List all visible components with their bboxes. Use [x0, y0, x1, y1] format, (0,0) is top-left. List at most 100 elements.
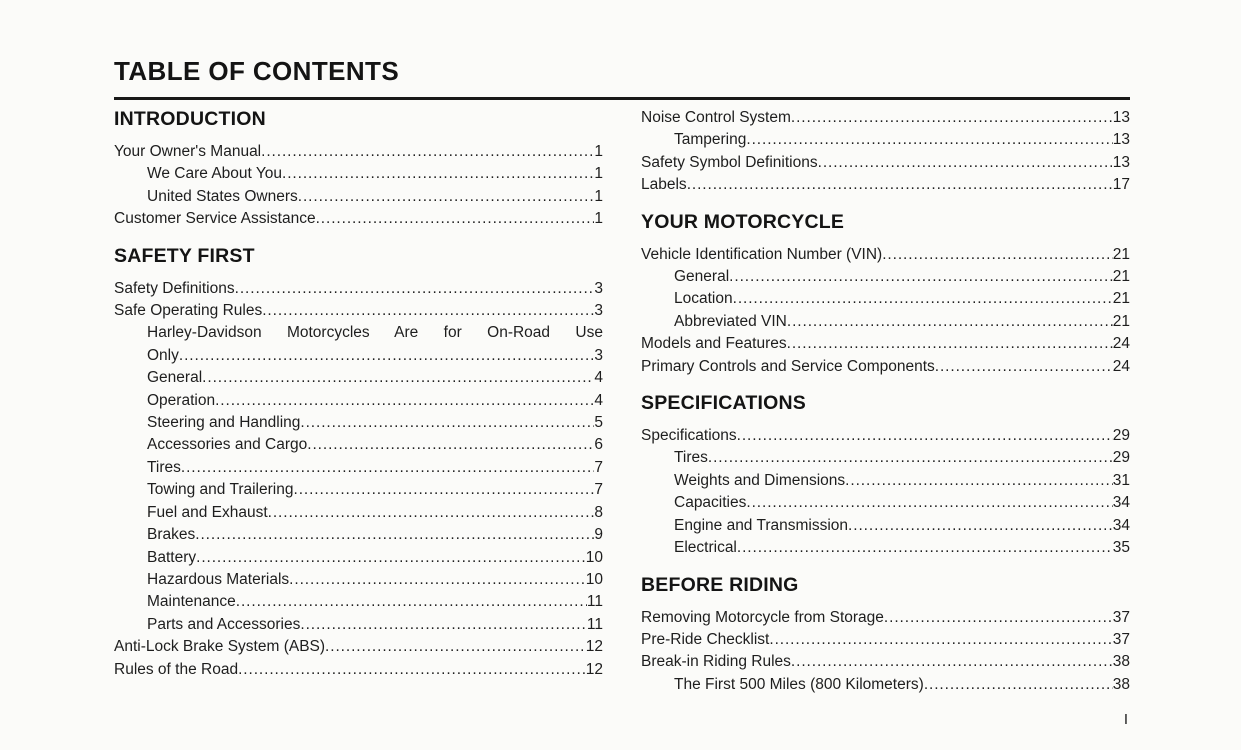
toc-entry: Break-in Riding Rules...................… — [641, 651, 1130, 673]
toc-page-number: 11 — [586, 615, 603, 633]
toc-entry: Tampering...............................… — [641, 129, 1130, 151]
toc-page-number: 7 — [594, 458, 603, 476]
toc-entry-label: Safety Definitions — [114, 279, 235, 297]
toc-entry: Vehicle Identification Number (VIN).....… — [641, 244, 1130, 266]
toc-entry: Engine and Transmission.................… — [641, 515, 1130, 537]
toc-page-number: 13 — [1112, 153, 1130, 171]
toc-entry-label: Steering and Handling — [147, 414, 301, 432]
toc-section: YOUR MOTORCYCLE Vehicle Identification Nu… — [641, 210, 1130, 378]
dot-leader: ........................................… — [307, 436, 594, 454]
toc-entry: Noise Control System....................… — [641, 107, 1130, 129]
toc-page-number: 38 — [1112, 675, 1130, 693]
toc-page-number: 34 — [1112, 494, 1130, 512]
toc-entry: Operation...............................… — [114, 390, 603, 412]
toc-page-number: 13 — [1112, 109, 1130, 126]
toc-entry-label: Vehicle Identification Number (VIN) — [641, 245, 883, 263]
toc-entry: United States Owners....................… — [114, 186, 603, 208]
dot-leader: ........................................… — [882, 245, 1113, 263]
toc-entry-label: Labels — [641, 176, 687, 194]
toc-entry-label: Break-in Riding Rules — [641, 653, 791, 671]
toc-entry-label: Tampering — [674, 131, 747, 149]
toc-entry: Pre-Ride Checklist......................… — [641, 629, 1130, 651]
toc-page-number: 7 — [594, 481, 603, 499]
toc-entry-label: Tires — [147, 458, 181, 476]
toc-entry-wrapped-line: Harley-Davidson Motorcycles Are for On-R… — [147, 324, 603, 342]
page-title: TABLE OF CONTENTS — [114, 56, 400, 86]
toc-section: INTRODUCTION Your Owner's Manual.........… — [114, 107, 603, 231]
toc-entry-label: Anti-Lock Brake System (ABS) — [114, 638, 326, 656]
dot-leader: ........................................… — [707, 449, 1113, 467]
dot-leader: ........................................… — [195, 526, 594, 544]
toc-entry: Only....................................… — [114, 345, 603, 367]
dot-leader: ........................................… — [289, 570, 586, 588]
toc-entry: Capacities..............................… — [641, 492, 1130, 514]
toc-entry: Parts and Accessories...................… — [114, 614, 603, 636]
dot-leader: ........................................… — [746, 494, 1112, 512]
toc-entry: Accessories and Cargo...................… — [114, 434, 603, 456]
toc-page-number: 4 — [594, 369, 603, 387]
toc-page-number: 10 — [585, 570, 603, 588]
section-heading: SPECIFICATIONS — [641, 392, 806, 415]
toc-entry: Rules of the Road.......................… — [114, 659, 603, 681]
toc-entry-label: Removing Motorcycle from Storage — [641, 608, 884, 626]
toc-entry: Tires...................................… — [114, 457, 603, 479]
toc-entry: Customer Service Assistance.............… — [114, 208, 603, 230]
dot-leader: ........................................… — [729, 268, 1113, 286]
toc-entry-label: Engine and Transmission — [674, 516, 849, 534]
toc-entry-label: Customer Service Assistance — [114, 210, 316, 228]
toc-page-number: 10 — [585, 548, 603, 566]
toc-page-number: 8 — [594, 503, 603, 521]
toc-entry-label: Parts and Accessories — [147, 615, 301, 633]
dot-leader: ........................................… — [297, 187, 595, 205]
dot-leader: ........................................… — [769, 630, 1113, 648]
toc-entry-label: Safe Operating Rules — [114, 302, 263, 320]
toc-entry-label: Safety Symbol Definitions — [641, 153, 818, 171]
toc-page-number: 3 — [594, 346, 603, 364]
dot-leader: ........................................… — [786, 335, 1113, 353]
dot-leader: ........................................… — [790, 109, 1113, 126]
toc-entry: Hazardous Materials.....................… — [114, 569, 603, 591]
toc-section: SAFETY FIRST Safety Definitions..........… — [114, 244, 603, 681]
toc-page-number: 11 — [586, 593, 603, 611]
toc-page-number: 1 — [594, 143, 603, 160]
toc-entry: We Care About You.......................… — [114, 163, 603, 185]
dot-leader: ........................................… — [261, 143, 595, 160]
toc-entry-label: Electrical — [674, 539, 737, 557]
section-heading: INTRODUCTION — [114, 108, 266, 130]
toc-entry-label: We Care About You — [147, 165, 283, 183]
toc-entry-label: Abbreviated VIN — [674, 312, 787, 330]
toc-page-number: 38 — [1112, 653, 1130, 671]
toc-entry-label: Pre-Ride Checklist — [641, 630, 770, 648]
dot-leader: ........................................… — [202, 369, 594, 387]
toc-page-number: 5 — [594, 414, 603, 432]
dot-leader: ........................................… — [883, 608, 1113, 626]
toc-section: Noise Control System....................… — [641, 107, 1130, 197]
toc-entry-label: Noise Control System — [641, 109, 791, 126]
toc-entry-label: Towing and Trailering — [147, 481, 294, 499]
toc-entry: Your Owner's Manual.....................… — [114, 141, 603, 163]
page-footer-number: I — [1123, 711, 1128, 728]
toc-entry-label: Maintenance — [147, 593, 236, 611]
toc-entry-label: Tires — [674, 449, 708, 467]
toc-entry: Electrical..............................… — [641, 537, 1130, 559]
toc-entry-label: Brakes — [147, 526, 196, 544]
dot-leader: ........................................… — [934, 357, 1113, 375]
toc-page-number: 21 — [1112, 268, 1130, 286]
toc-entry: Abbreviated VIN.........................… — [641, 311, 1130, 333]
toc-entry-label: Specifications — [641, 427, 737, 445]
toc-entry: Towing and Trailering...................… — [114, 479, 603, 501]
toc-section: BEFORE RIDING Removing Motorcycle from St… — [641, 573, 1130, 697]
dot-leader: ........................................… — [196, 548, 586, 566]
toc-page-number: 12 — [585, 638, 603, 656]
toc-entry: General.................................… — [114, 367, 603, 389]
toc-entry-label: General — [147, 369, 203, 387]
toc-page-number: 21 — [1112, 290, 1130, 308]
section-heading: SAFETY FIRST — [114, 244, 255, 267]
toc-page-number: 17 — [1112, 176, 1130, 194]
toc-page-number: 13 — [1112, 131, 1130, 149]
toc-page-number: 37 — [1112, 608, 1130, 626]
toc-page-number: 1 — [594, 210, 603, 228]
toc-page-number: 31 — [1112, 471, 1130, 489]
section-heading: YOUR MOTORCYCLE — [641, 210, 845, 233]
dot-leader: ........................................… — [282, 165, 595, 183]
